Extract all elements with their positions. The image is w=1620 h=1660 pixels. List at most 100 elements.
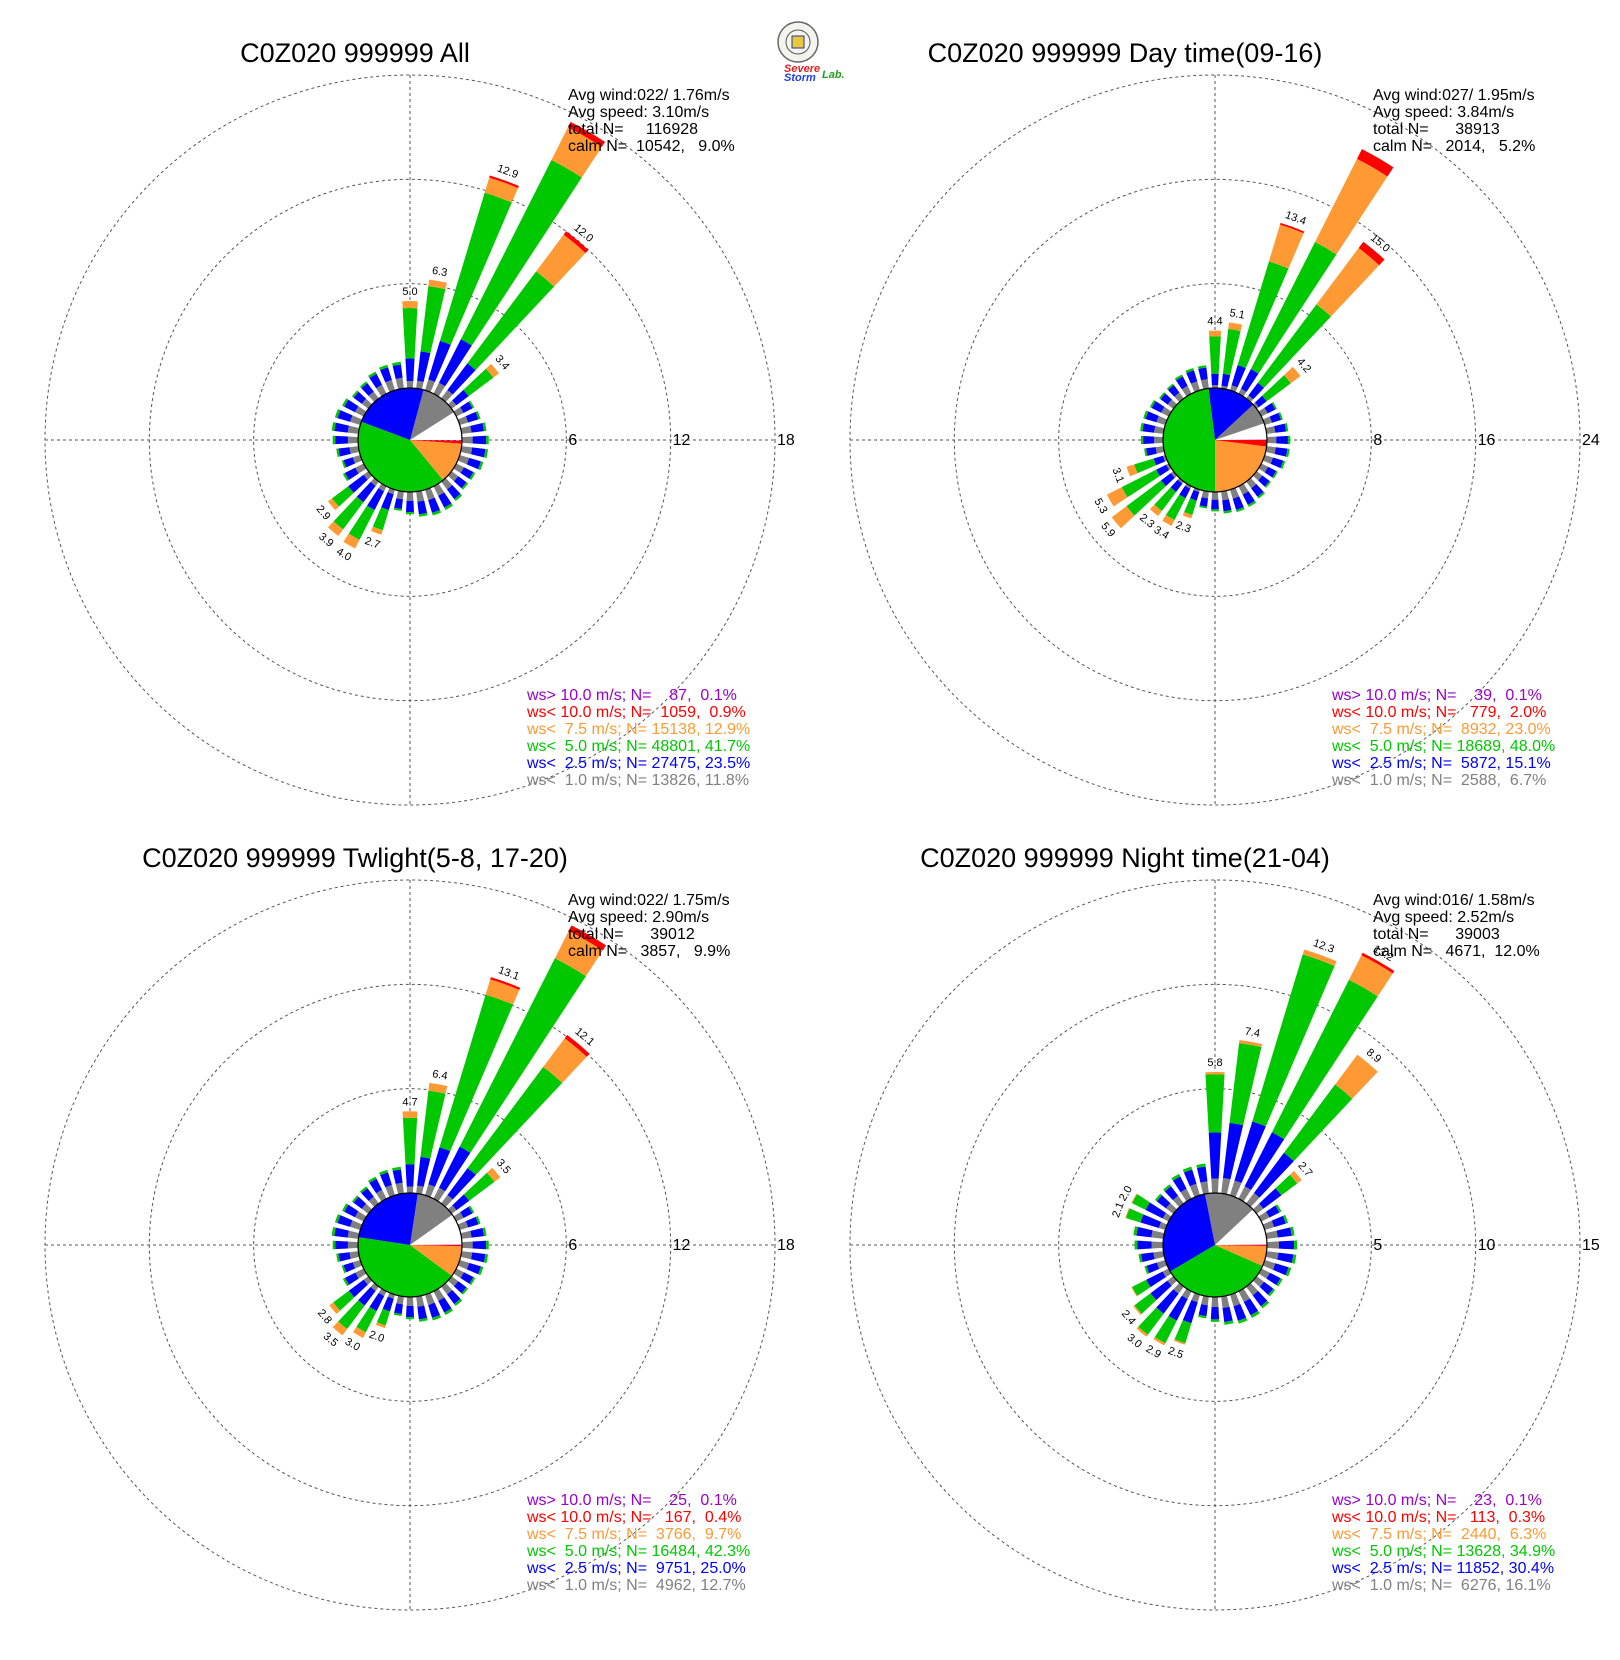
legend-entry: ws< 7.5 m/s; N= 2440, 6.3% — [1331, 1526, 1546, 1543]
minor-direction-bar — [460, 1230, 472, 1239]
minor-direction-bar — [393, 1312, 402, 1316]
direction-bar-20-segment-3 — [1302, 949, 1337, 967]
legend-entry: ws< 2.5 m/s; N= 9751, 25.0% — [526, 1560, 746, 1577]
range-ring — [849, 879, 1581, 1611]
legend-entry: ws< 1.0 m/s; N= 13826, 11.8% — [526, 772, 749, 789]
pie-slice-lt5 — [1170, 1245, 1263, 1297]
direction-bar-30-segment-1 — [438, 1146, 471, 1192]
direction-bar-0-segment-0 — [406, 1186, 414, 1194]
minor-direction-bar — [1280, 460, 1286, 469]
minor-direction-bar — [392, 364, 403, 379]
direction-bar-40-segment-4 — [564, 1034, 590, 1057]
bar-value-label: 5.9 — [1098, 520, 1117, 539]
pie-slice-lt1 — [410, 1193, 453, 1245]
direction-bar-220-segment-1 — [1170, 479, 1183, 492]
minor-direction-bar — [342, 1277, 350, 1287]
direction-bar-50-segment-3 — [485, 363, 499, 378]
minor-direction-bar — [465, 1216, 479, 1228]
bar-value-label: 2.9 — [314, 503, 333, 522]
direction-bar-20-segment-4 — [490, 977, 521, 990]
direction-bar-250-segment-0 — [1162, 455, 1168, 462]
direction-bar-30-segment-3 — [1348, 955, 1393, 997]
minor-direction-bar — [444, 1308, 453, 1316]
ring-label: 16 — [1478, 432, 1496, 449]
minor-direction-bar — [468, 400, 475, 409]
direction-bar-240-segment-3 — [1131, 1286, 1138, 1297]
bar-value-label: 2.8 — [315, 1307, 334, 1326]
minor-direction-bar — [416, 1295, 425, 1307]
minor-direction-bar — [1199, 497, 1209, 507]
direction-bar-210-segment-2 — [348, 505, 375, 540]
minor-direction-bar — [344, 399, 359, 413]
minor-direction-bar — [1133, 1226, 1138, 1236]
panel-night-time: C0Z020 999999 Night time(21-04) 5 10 15 5.8 7… — [849, 843, 1600, 1611]
pie-slice-lt1 — [1204, 1193, 1253, 1245]
minor-direction-bar — [1258, 475, 1270, 487]
minor-direction-bar — [461, 436, 473, 444]
minor-direction-bar — [406, 491, 414, 501]
minor-direction-bar — [337, 410, 353, 422]
direction-bar-50-segment-3 — [1284, 366, 1301, 384]
minor-direction-bar — [392, 1169, 403, 1184]
direction-bar-240-segment-1 — [1156, 464, 1170, 477]
minor-direction-bar — [1211, 509, 1219, 512]
minor-direction-bar — [341, 1265, 347, 1274]
minor-direction-bar — [425, 487, 435, 501]
direction-bar-20-segment-2 — [1237, 261, 1289, 369]
bar-value-label: 2.5 — [1166, 1345, 1184, 1362]
direction-bar-20-segment-4 — [489, 175, 519, 189]
direction-bar-50-segment-0 — [1252, 1203, 1264, 1214]
legend-entry: ws< 1.0 m/s; N= 4962, 12.7% — [526, 1577, 746, 1594]
info-line1: Avg wind:016/ 1.58m/s — [1373, 892, 1535, 909]
pie-slice-calm — [410, 412, 463, 440]
minor-direction-bar — [460, 446, 473, 455]
legend-entry: ws> 10.0 m/s; N= 87, 0.1% — [526, 687, 737, 704]
pie-slice-lt5 — [1163, 388, 1215, 492]
direction-bar-10-segment-3 — [1239, 1040, 1263, 1048]
minor-direction-bar — [376, 1189, 387, 1202]
info-line3: total N= 116928 — [568, 121, 698, 138]
bar-value-label: 3.0 — [1125, 1332, 1144, 1351]
minor-direction-bar — [457, 1260, 470, 1270]
minor-direction-bar — [1211, 499, 1219, 510]
direction-bar-210-segment-1 — [1168, 1295, 1188, 1321]
minor-direction-bar — [1136, 1226, 1153, 1238]
minor-direction-bar — [1232, 496, 1244, 510]
minor-direction-bar — [1143, 410, 1149, 419]
range-ring — [1058, 1088, 1372, 1402]
minor-direction-bar — [454, 1298, 463, 1306]
direction-bar-0-segment-3 — [1205, 1071, 1225, 1075]
minor-direction-bar — [395, 377, 404, 390]
minor-direction-bar — [1266, 1205, 1280, 1218]
minor-direction-bar — [405, 1305, 415, 1317]
minor-direction-bar — [460, 467, 474, 479]
ring-label: 18 — [777, 432, 795, 449]
direction-bar-220-segment-0 — [370, 1282, 379, 1292]
minor-direction-bar — [369, 373, 383, 389]
minor-direction-bar — [368, 371, 377, 378]
info-line2: Avg speed: 3.10m/s — [568, 104, 709, 121]
direction-bar-40-segment-4 — [1358, 241, 1385, 266]
minor-direction-bar — [417, 1305, 428, 1320]
minor-direction-bar — [1285, 448, 1290, 458]
direction-bar-30-segment-2 — [1271, 979, 1378, 1140]
direction-bar-230-segment-2 — [333, 1290, 355, 1311]
minor-direction-bar — [352, 455, 363, 464]
direction-bar-230-segment-2 — [1126, 480, 1166, 516]
direction-bar-0-segment-2 — [402, 1117, 418, 1165]
direction-bar-30-segment-3 — [554, 930, 603, 977]
pie-slice-gt10 — [410, 440, 462, 441]
minor-direction-bar — [1252, 1276, 1265, 1287]
minor-direction-bar — [1137, 1240, 1152, 1250]
minor-direction-bar — [483, 448, 489, 458]
direction-bar-290-segment-3 — [1125, 1208, 1130, 1219]
minor-direction-bar — [1198, 1304, 1208, 1317]
range-ring — [953, 178, 1477, 702]
minor-direction-bar — [1262, 1220, 1275, 1230]
minor-direction-bar — [453, 1212, 464, 1222]
legend-entry: ws< 5.0 m/s; N= 18689, 48.0% — [1331, 738, 1555, 755]
direction-bar-20-segment-1 — [428, 1147, 451, 1187]
direction-bar-200-segment-0 — [1191, 1292, 1200, 1303]
info-line2: Avg speed: 2.52m/s — [1373, 909, 1514, 926]
direction-bar-20-segment-2 — [439, 192, 512, 345]
